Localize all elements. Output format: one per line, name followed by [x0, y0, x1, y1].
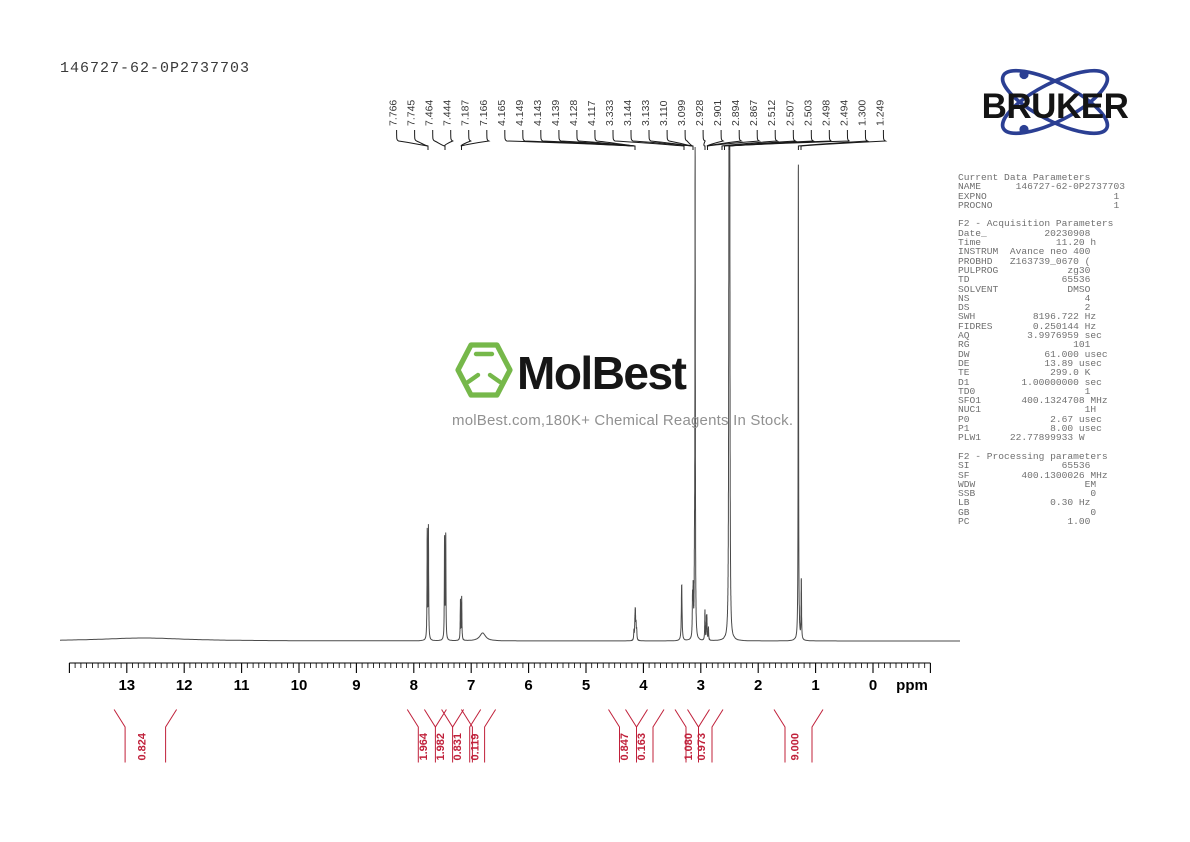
svg-text:ppm: ppm: [896, 677, 928, 694]
svg-text:0.824: 0.824: [136, 732, 148, 760]
svg-text:5: 5: [582, 677, 590, 694]
svg-text:9.000: 9.000: [790, 733, 802, 761]
svg-text:0.119: 0.119: [470, 734, 482, 761]
svg-text:2.928: 2.928: [694, 100, 706, 126]
svg-text:0: 0: [869, 677, 877, 694]
svg-text:2.901: 2.901: [712, 100, 724, 126]
svg-text:8: 8: [410, 677, 418, 694]
svg-text:7.166: 7.166: [478, 100, 490, 126]
svg-text:2: 2: [754, 677, 762, 694]
svg-text:10: 10: [291, 677, 308, 694]
svg-text:2.867: 2.867: [748, 100, 760, 126]
svg-text:0.163: 0.163: [636, 733, 648, 761]
svg-text:13: 13: [118, 677, 135, 694]
svg-text:7.766: 7.766: [388, 100, 400, 126]
svg-text:4.139: 4.139: [550, 100, 562, 126]
svg-text:9: 9: [352, 677, 360, 694]
svg-text:2.494: 2.494: [838, 100, 850, 126]
svg-text:4.165: 4.165: [496, 100, 508, 126]
svg-text:1.300: 1.300: [856, 100, 868, 126]
svg-text:7: 7: [467, 677, 475, 694]
svg-text:0.973: 0.973: [696, 733, 708, 761]
svg-text:4.117: 4.117: [586, 100, 598, 126]
svg-text:1: 1: [811, 677, 819, 694]
svg-text:12: 12: [176, 677, 193, 694]
svg-text:2.498: 2.498: [820, 100, 832, 126]
svg-text:3: 3: [697, 677, 705, 694]
svg-text:0.847: 0.847: [619, 733, 631, 761]
svg-text:7.464: 7.464: [424, 100, 436, 126]
svg-text:4.149: 4.149: [514, 100, 526, 126]
svg-text:3.110: 3.110: [658, 100, 670, 126]
svg-text:1.080: 1.080: [683, 733, 695, 761]
svg-text:0.831: 0.831: [452, 733, 464, 761]
svg-text:7.187: 7.187: [460, 100, 472, 126]
svg-text:11: 11: [234, 677, 250, 694]
svg-text:7.444: 7.444: [442, 100, 454, 126]
svg-text:1.249: 1.249: [874, 100, 886, 126]
svg-text:1.982: 1.982: [435, 733, 447, 761]
svg-text:4.128: 4.128: [568, 100, 580, 126]
svg-text:4: 4: [639, 677, 648, 694]
svg-text:3.099: 3.099: [676, 100, 688, 126]
svg-text:4.143: 4.143: [532, 100, 544, 126]
svg-text:6: 6: [524, 677, 532, 694]
svg-text:2.507: 2.507: [784, 100, 796, 126]
svg-text:2.894: 2.894: [730, 100, 742, 126]
svg-text:1.964: 1.964: [418, 732, 430, 760]
svg-text:2.512: 2.512: [766, 100, 778, 126]
svg-text:2.503: 2.503: [802, 100, 814, 126]
svg-text:3.333: 3.333: [604, 100, 616, 126]
svg-text:3.133: 3.133: [640, 100, 652, 126]
svg-text:7.745: 7.745: [406, 100, 418, 126]
svg-text:3.144: 3.144: [622, 100, 634, 126]
